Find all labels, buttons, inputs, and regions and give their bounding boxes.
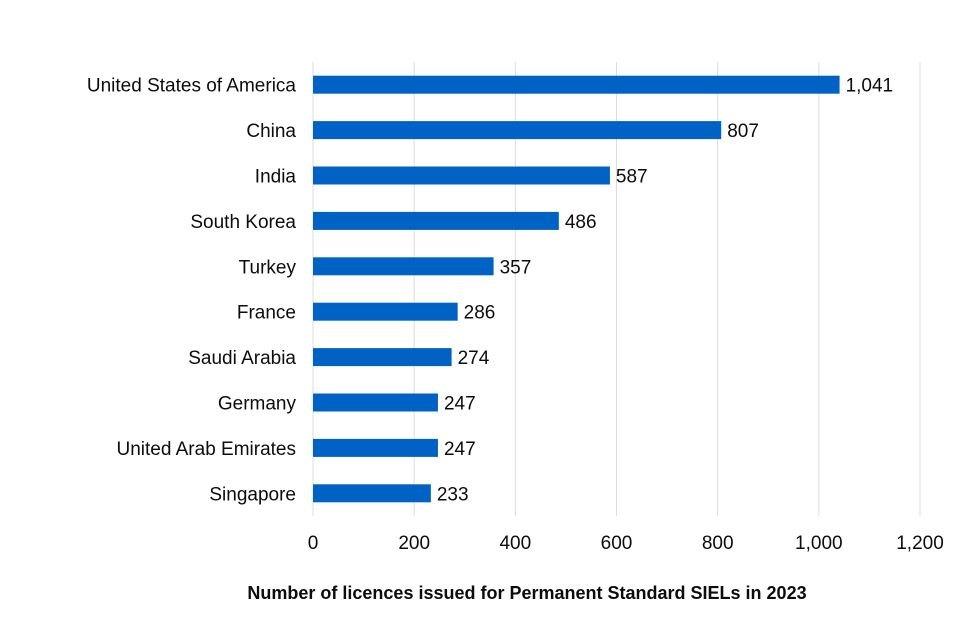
bar: [313, 121, 722, 140]
bar: [313, 166, 610, 185]
category-label: Germany: [218, 394, 297, 415]
data-label: 357: [500, 257, 532, 278]
category-label: China: [246, 121, 296, 142]
category-label: United States of America: [87, 76, 297, 97]
x-axis-tick-labels: 0 200 400 600 800 1,000 1,200: [308, 533, 944, 554]
data-label: 807: [727, 121, 759, 142]
category-label: France: [237, 303, 296, 324]
category-label: South Korea: [190, 212, 296, 233]
data-label: 286: [464, 303, 496, 324]
data-label: 233: [437, 484, 469, 505]
data-label: 486: [565, 212, 597, 233]
data-label: 1,041: [846, 76, 894, 97]
bar: [313, 302, 458, 321]
x-tick-label: 1,200: [896, 533, 944, 554]
data-labels: 1,041 807 587 486 357 286 274 247 247 233: [437, 76, 893, 506]
category-label: Saudi Arabia: [188, 348, 296, 369]
x-tick-label: 600: [601, 533, 633, 554]
x-tick-label: 1,000: [795, 533, 843, 554]
x-tick-label: 800: [702, 533, 734, 554]
x-tick-label: 400: [499, 533, 531, 554]
bar: [313, 257, 494, 276]
bar: [313, 75, 840, 94]
category-label: Turkey: [239, 257, 297, 278]
x-tick-label: 200: [398, 533, 430, 554]
x-tick-label: 0: [308, 533, 319, 554]
data-label: 247: [444, 439, 476, 460]
bar: [313, 484, 431, 503]
bar: [313, 393, 438, 412]
bars: [313, 75, 840, 503]
bar: [313, 348, 452, 367]
category-labels: United States of America China India South …: [87, 76, 297, 506]
x-axis-title: Number of licences issued for Permanent …: [247, 583, 806, 603]
category-label: India: [255, 167, 297, 188]
category-label: Singapore: [209, 484, 296, 505]
bar: [313, 438, 438, 457]
category-label: United Arab Emirates: [116, 439, 296, 460]
bar: [313, 211, 559, 230]
data-label: 587: [616, 167, 648, 188]
data-label: 247: [444, 394, 476, 415]
data-label: 274: [458, 348, 490, 369]
